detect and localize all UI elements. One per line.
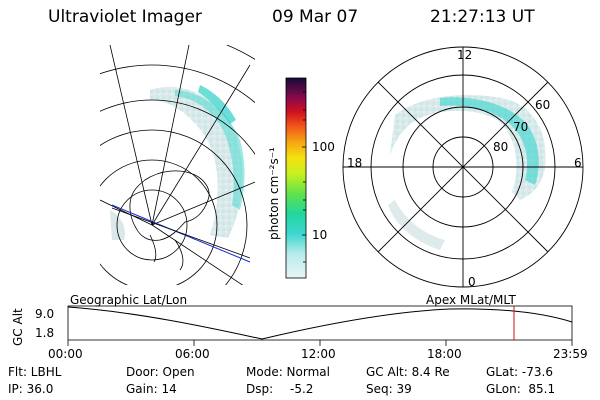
app-title: Ultraviolet Imager [48, 7, 202, 27]
continent-outline [129, 170, 210, 241]
colorbar-tick-10: 10 [312, 228, 328, 242]
gain-info: Gain: 14 [126, 382, 177, 396]
timeline-y-tick-low: 1.8 [35, 326, 55, 340]
glon-info: GLon: 85.1 [486, 382, 556, 396]
door-info: Door: Open [126, 365, 195, 379]
polar-aurora-glow [390, 95, 546, 200]
ip-info: IP: 36.0 [8, 382, 54, 396]
glat-info: GLat: -73.6 [486, 365, 553, 379]
filter-info: Flt: LBHL [8, 365, 62, 379]
timeline-x-tick: 06:00 [175, 347, 210, 361]
mlt-label-6: 6 [574, 156, 582, 170]
mlt-label-18: 18 [347, 156, 363, 170]
timeline-x-tick: 18:00 [427, 347, 462, 361]
polar-image-panel [342, 46, 584, 288]
mode-info: Mode: Normal [246, 365, 330, 379]
date-label: 09 Mar 07 [272, 7, 359, 27]
geographic-image-panel [100, 45, 255, 285]
mlat-label-60: 60 [535, 98, 551, 112]
aurora-oval-glow [150, 86, 243, 238]
colorbar [285, 77, 307, 279]
mlt-label-0: 0 [468, 275, 476, 289]
polar-grid [342, 46, 584, 288]
polar-aurora-band [440, 97, 539, 185]
colorbar-tick-100: 100 [312, 140, 335, 154]
colorbar-unit-label: photon cm⁻²s⁻¹ [267, 147, 281, 240]
seq-info: Seq: 39 [366, 382, 412, 396]
mlat-label-80: 80 [493, 140, 509, 154]
timeline-x-tick: 23:59 [553, 347, 588, 361]
timeline-y-axis-label: GC Alt [11, 308, 25, 346]
timeline-x-tick: 12:00 [301, 347, 336, 361]
time-label: 21:27:13 UT [430, 7, 535, 27]
timeline-right-title: Apex MLat/MLT [426, 293, 516, 307]
dsp-label: Dsp: [246, 382, 274, 396]
orbit-track [111, 204, 251, 263]
gc-alt-info: GC Alt: 8.4 Re [366, 365, 450, 379]
mlt-label-12: 12 [457, 48, 473, 62]
timeline-left-title: Geographic Lat/Lon [70, 293, 188, 307]
mlat-label-70: 70 [513, 120, 529, 134]
geo-grid [100, 45, 255, 285]
colorbar-ticks [302, 91, 306, 263]
timeline-panel [67, 305, 573, 346]
timeline-x-tick: 00:00 [48, 347, 83, 361]
dsp-value: -5.2 [290, 382, 314, 396]
timeline-y-tick-high: 9.0 [35, 307, 55, 321]
gc-alt-curve [67, 306, 573, 340]
